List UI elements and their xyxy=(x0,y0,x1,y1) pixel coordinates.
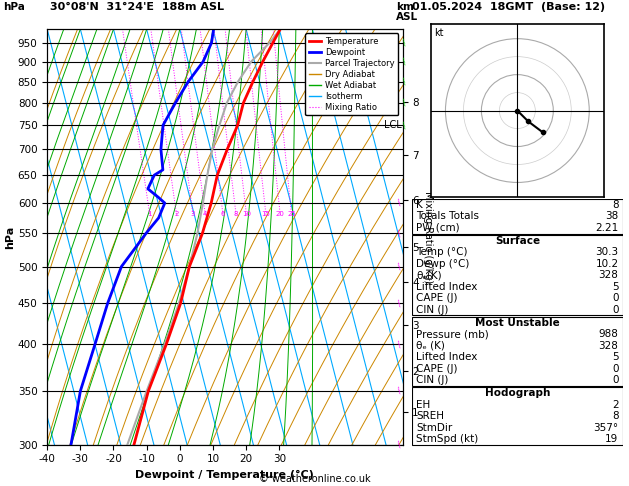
Text: 19: 19 xyxy=(605,434,618,444)
Text: CIN (J): CIN (J) xyxy=(416,375,448,385)
Text: /: / xyxy=(401,38,408,48)
Text: 4: 4 xyxy=(203,211,208,217)
Text: 15: 15 xyxy=(262,211,270,217)
Text: θₑ(K): θₑ(K) xyxy=(416,270,442,280)
Text: 5: 5 xyxy=(612,282,618,292)
Text: kt: kt xyxy=(435,28,444,38)
Text: ASL: ASL xyxy=(396,12,418,22)
Text: 30.3: 30.3 xyxy=(596,247,618,258)
Text: 6: 6 xyxy=(221,211,225,217)
Text: 10: 10 xyxy=(242,211,251,217)
Bar xyxy=(412,387,623,445)
Text: PW (cm): PW (cm) xyxy=(416,223,460,233)
Text: θₑ (K): θₑ (K) xyxy=(416,341,445,351)
Text: StmSpd (kt): StmSpd (kt) xyxy=(416,434,479,444)
Text: 2: 2 xyxy=(612,399,618,410)
Text: km: km xyxy=(396,2,414,13)
Text: 8: 8 xyxy=(612,411,618,421)
Text: /: / xyxy=(396,440,403,449)
Text: CAPE (J): CAPE (J) xyxy=(416,293,458,303)
Text: 3: 3 xyxy=(191,211,196,217)
Text: Hodograph: Hodograph xyxy=(485,388,550,398)
Text: Pressure (mb): Pressure (mb) xyxy=(416,330,489,339)
Text: /: / xyxy=(401,57,408,66)
Text: SREH: SREH xyxy=(416,411,444,421)
Text: /: / xyxy=(396,262,403,271)
Text: hPa: hPa xyxy=(3,2,25,13)
Text: 01.05.2024  18GMT  (Base: 12): 01.05.2024 18GMT (Base: 12) xyxy=(412,2,605,13)
Y-axis label: hPa: hPa xyxy=(5,226,15,248)
Text: 0: 0 xyxy=(612,375,618,385)
Bar xyxy=(412,235,623,315)
Y-axis label: Mixing Ratio (g/kg): Mixing Ratio (g/kg) xyxy=(423,191,433,283)
Text: /: / xyxy=(396,340,403,349)
Text: 30°08'N  31°24'E  188m ASL: 30°08'N 31°24'E 188m ASL xyxy=(50,2,225,13)
Text: 0: 0 xyxy=(612,305,618,314)
Text: Temp (°C): Temp (°C) xyxy=(416,247,468,258)
Bar xyxy=(412,199,623,234)
Text: StmDir: StmDir xyxy=(416,422,452,433)
Text: Lifted Index: Lifted Index xyxy=(416,282,477,292)
Text: Surface: Surface xyxy=(495,236,540,246)
Text: /: / xyxy=(396,229,403,238)
Text: 38: 38 xyxy=(605,211,618,222)
Text: Totals Totals: Totals Totals xyxy=(416,211,479,222)
Text: 8: 8 xyxy=(612,200,618,210)
Text: 988: 988 xyxy=(599,330,618,339)
Text: 1: 1 xyxy=(148,211,152,217)
Text: /: / xyxy=(401,77,408,86)
Text: 8: 8 xyxy=(234,211,238,217)
Text: /: / xyxy=(396,386,403,396)
Text: 0: 0 xyxy=(612,364,618,374)
Text: EH: EH xyxy=(416,399,430,410)
Text: Lifted Index: Lifted Index xyxy=(416,352,477,362)
Text: 357°: 357° xyxy=(593,422,618,433)
Text: /: / xyxy=(401,121,408,130)
Text: /: / xyxy=(396,299,403,308)
Text: 10.2: 10.2 xyxy=(596,259,618,269)
Text: CAPE (J): CAPE (J) xyxy=(416,364,458,374)
Text: /: / xyxy=(401,98,408,107)
Text: © weatheronline.co.uk: © weatheronline.co.uk xyxy=(259,474,370,484)
Legend: Temperature, Dewpoint, Parcel Trajectory, Dry Adiabat, Wet Adiabat, Isotherm, Mi: Temperature, Dewpoint, Parcel Trajectory… xyxy=(306,34,398,116)
Text: 0: 0 xyxy=(612,293,618,303)
Text: Dewp (°C): Dewp (°C) xyxy=(416,259,470,269)
Bar xyxy=(412,317,623,386)
Text: 25: 25 xyxy=(287,211,296,217)
Text: 20: 20 xyxy=(276,211,285,217)
Text: Most Unstable: Most Unstable xyxy=(475,318,560,328)
Text: 328: 328 xyxy=(599,270,618,280)
Text: 2: 2 xyxy=(174,211,179,217)
Text: CIN (J): CIN (J) xyxy=(416,305,448,314)
Text: 2.21: 2.21 xyxy=(595,223,618,233)
X-axis label: Dewpoint / Temperature (°C): Dewpoint / Temperature (°C) xyxy=(135,470,314,480)
Text: /: / xyxy=(396,198,403,208)
Text: 328: 328 xyxy=(599,341,618,351)
Text: 5: 5 xyxy=(612,352,618,362)
Text: K: K xyxy=(416,200,423,210)
Text: LCL: LCL xyxy=(384,120,401,130)
